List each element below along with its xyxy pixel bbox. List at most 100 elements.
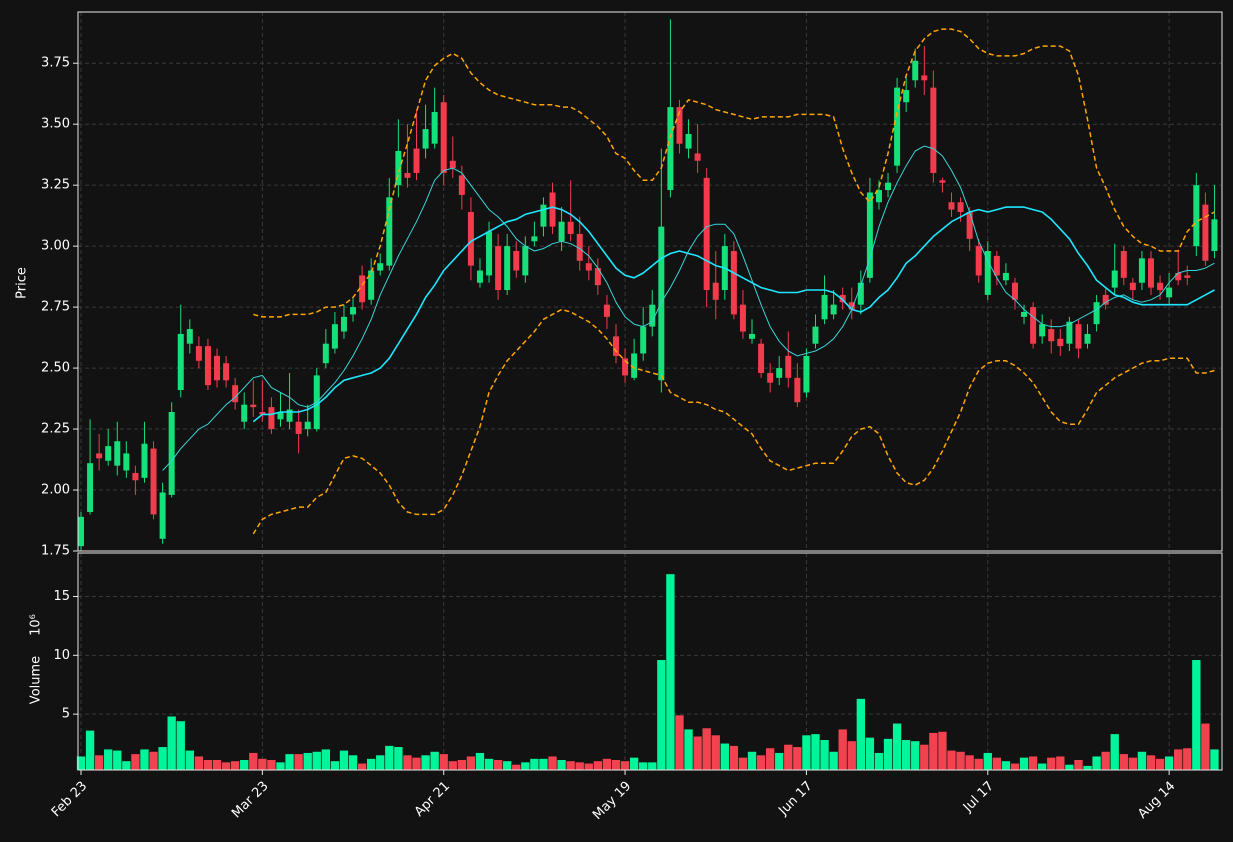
y-tick-label: 3.00 [41,239,70,254]
volume-bar [548,756,557,770]
candle-body [712,282,719,300]
candle-body [703,177,710,291]
volume-bar [448,761,457,770]
volume-bar [566,761,575,770]
candle-body [903,90,910,103]
candle-body [966,211,973,239]
volume-bar [394,747,403,770]
volume-bar [185,750,194,770]
volume-bar [221,762,231,770]
volume-bar [675,715,684,770]
volume-bar [847,741,856,770]
volume-bar [539,758,548,770]
candle-body [304,421,311,430]
volume-bar [802,735,811,770]
y-tick-label: 15 [53,589,70,604]
indicator-line [252,308,1215,535]
candle-body [259,411,266,415]
candle-body [513,251,520,271]
candle-body [1048,329,1055,342]
volume-bar [131,754,140,770]
volume-bar [421,755,430,770]
candle-body [594,268,601,286]
candle-body [830,304,837,315]
candle-body [377,263,384,271]
volume-bar [357,763,367,770]
price-frame [77,11,1223,552]
candle-body [730,251,737,315]
candle-body [658,226,665,381]
volume-scale-label: 10⁶ [29,614,44,636]
candle-body [975,246,982,276]
volume-bar [1119,754,1128,770]
candle-body [340,316,347,332]
candle-body [495,246,502,291]
volume-bar [493,760,503,770]
volume-bar [303,752,312,770]
volume-bar [258,758,267,770]
candle-body [821,294,828,320]
candle-body [214,355,221,381]
candle-body [894,87,901,166]
volume-bar [1010,763,1020,770]
volume-bar [113,750,122,770]
candle-body [87,463,94,512]
volume-bar [602,758,612,770]
candle-body [939,180,946,183]
candle-body [767,372,774,383]
candle-body [694,153,701,161]
volume-bar [956,751,965,770]
candle-body [458,175,465,195]
candle-body [1084,333,1091,344]
volume-bar [829,751,838,770]
candle-body [549,192,556,227]
volume-bar [702,728,711,770]
volume-bar [339,750,349,770]
volume-bar [1028,756,1038,770]
y-tick-label: 3.75 [41,56,70,71]
candle-body [758,343,765,373]
candle-body [839,294,846,303]
candle-body [159,492,166,539]
volume-bar [1056,756,1065,770]
candle-body [431,111,438,144]
candle-body [567,221,574,234]
volume-bar [521,762,530,770]
candle-body [1030,307,1037,344]
volume-bar [657,660,666,770]
volume-bar [756,755,766,770]
volume-bar [330,761,340,770]
candle-body [1039,324,1046,337]
candle-body [386,197,393,266]
volume-bar [1038,763,1047,770]
candle-body [1111,270,1118,288]
volume-bar [312,751,321,770]
volume-bar [820,740,829,770]
volume-bar [294,754,303,770]
volume-bar [620,761,630,770]
volume-bar [466,756,476,770]
candle-body [1129,282,1136,291]
y-axis-label: Price [15,267,30,299]
candle-body [848,302,855,310]
candle-body [449,160,456,169]
candle-body [467,211,474,266]
volume-bar [666,574,675,770]
volume-bar [376,755,385,770]
candle-body [223,363,230,381]
volume-bar [240,760,249,770]
candle-body [368,270,375,300]
y-tick-label: 2.50 [41,361,70,376]
candle-body [168,411,175,495]
volume-bar [530,758,539,770]
candle-body [558,221,565,242]
volume-bar [648,762,657,770]
candle-body [1075,324,1082,349]
candle-body [631,353,638,378]
volume-bar [512,764,521,770]
candle-body [123,453,130,471]
candle-body [522,246,529,276]
candle-body [640,326,647,354]
